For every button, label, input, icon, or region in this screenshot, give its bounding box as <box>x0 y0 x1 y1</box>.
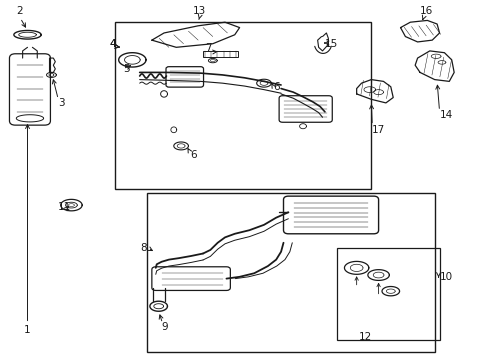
Text: 6: 6 <box>189 150 196 160</box>
Bar <box>336 248 439 339</box>
Bar <box>115 22 370 189</box>
Text: 16: 16 <box>419 6 432 16</box>
Bar <box>147 193 434 352</box>
Text: 13: 13 <box>193 6 206 16</box>
Text: 17: 17 <box>371 125 385 135</box>
Text: 5: 5 <box>123 64 130 74</box>
Text: 14: 14 <box>439 111 452 121</box>
Bar <box>203 51 238 57</box>
Text: 7: 7 <box>205 43 212 53</box>
Text: 10: 10 <box>439 272 452 282</box>
Text: 4: 4 <box>109 39 116 49</box>
Text: 6: 6 <box>272 82 279 92</box>
Text: 2: 2 <box>16 6 22 16</box>
Text: 3: 3 <box>58 98 65 108</box>
Text: 4: 4 <box>109 39 116 49</box>
Text: 12: 12 <box>358 332 371 342</box>
Text: 9: 9 <box>161 322 168 332</box>
Text: 11: 11 <box>58 202 71 212</box>
Text: 15: 15 <box>325 39 338 49</box>
Text: 8: 8 <box>140 243 147 253</box>
Text: 1: 1 <box>24 325 31 335</box>
